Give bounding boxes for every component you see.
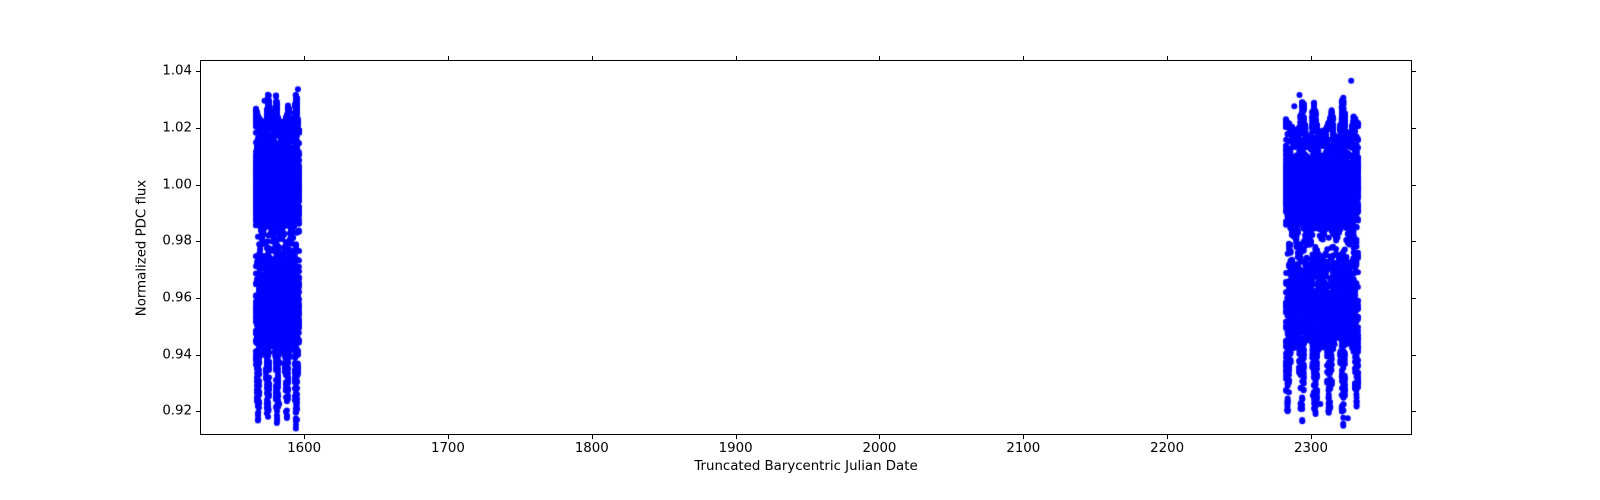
y-tick — [1412, 185, 1416, 186]
plot-area — [200, 60, 1412, 435]
x-tick — [1311, 56, 1312, 60]
x-tick — [1023, 56, 1024, 60]
figure: Truncated Barycentric Julian Date Normal… — [0, 0, 1600, 500]
x-tick-label: 1800 — [575, 441, 609, 456]
y-tick — [1412, 411, 1416, 412]
y-tick — [196, 411, 200, 412]
x-tick — [736, 435, 737, 439]
x-tick-label: 1900 — [719, 441, 753, 456]
x-tick — [879, 435, 880, 439]
x-tick-label: 2200 — [1150, 441, 1184, 456]
x-axis-label: Truncated Barycentric Julian Date — [694, 459, 917, 474]
x-tick — [879, 56, 880, 60]
y-tick — [196, 128, 200, 129]
x-tick — [592, 56, 593, 60]
x-tick — [1023, 435, 1024, 439]
y-tick-label: 0.94 — [162, 347, 192, 362]
y-tick-label: 1.00 — [162, 177, 192, 192]
y-tick-label: 0.98 — [162, 234, 192, 249]
scatter-layer — [201, 61, 1413, 436]
y-tick — [1412, 128, 1416, 129]
x-tick — [448, 435, 449, 439]
y-tick — [196, 355, 200, 356]
x-tick-label: 1600 — [287, 441, 321, 456]
y-tick — [196, 241, 200, 242]
x-tick — [304, 56, 305, 60]
y-tick-label: 0.92 — [162, 404, 192, 419]
x-tick-label: 1700 — [431, 441, 465, 456]
y-tick-label: 1.04 — [162, 64, 192, 79]
y-tick — [1412, 71, 1416, 72]
y-tick-label: 1.02 — [162, 121, 192, 136]
y-tick — [196, 185, 200, 186]
y-axis-label: Normalized PDC flux — [135, 179, 150, 315]
y-tick — [1412, 241, 1416, 242]
y-tick — [196, 71, 200, 72]
x-tick — [304, 435, 305, 439]
x-tick-label: 2300 — [1294, 441, 1328, 456]
y-tick — [196, 298, 200, 299]
x-tick — [736, 56, 737, 60]
y-tick-label: 0.96 — [162, 291, 192, 306]
y-tick — [1412, 355, 1416, 356]
x-tick — [448, 56, 449, 60]
x-tick — [1167, 435, 1168, 439]
x-tick-label: 2100 — [1006, 441, 1040, 456]
y-tick — [1412, 298, 1416, 299]
x-tick-label: 2000 — [862, 441, 896, 456]
x-tick — [592, 435, 593, 439]
x-tick — [1311, 435, 1312, 439]
x-tick — [1167, 56, 1168, 60]
